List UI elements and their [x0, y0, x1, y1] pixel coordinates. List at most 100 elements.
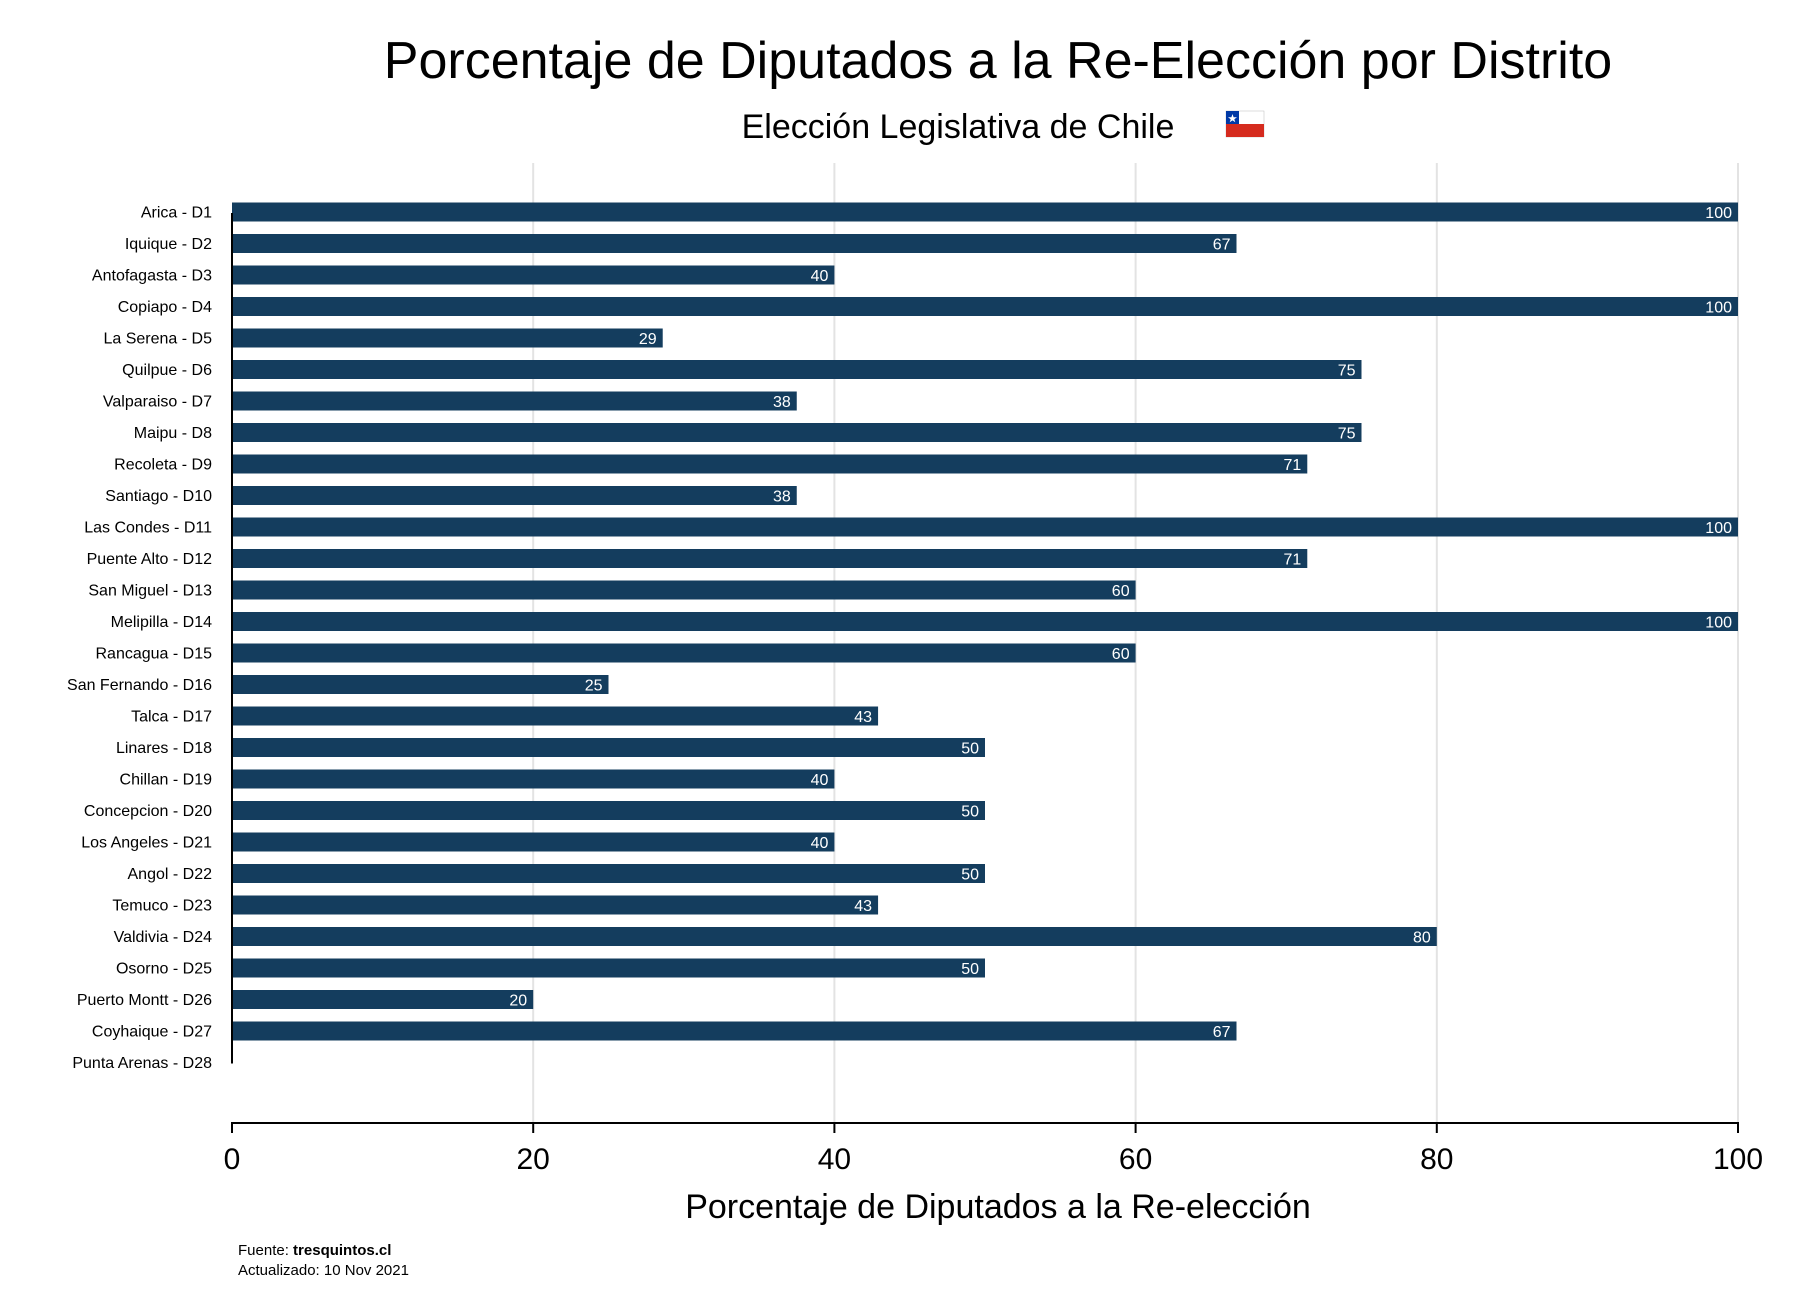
bar: [232, 391, 797, 411]
bar: [232, 738, 985, 757]
bar: [232, 864, 985, 883]
value-label: 71: [1283, 552, 1301, 569]
value-label: 20: [509, 993, 527, 1010]
category-label: Concepcion - D20: [84, 803, 212, 820]
value-label: 50: [961, 961, 979, 978]
value-label: 75: [1338, 363, 1356, 380]
value-label: 40: [811, 835, 829, 852]
category-label: Linares - D18: [116, 740, 212, 757]
value-label: 100: [1705, 615, 1732, 632]
bar: [232, 675, 609, 694]
value-label: 25: [585, 678, 603, 695]
value-label: 60: [1112, 646, 1130, 663]
source-note: Fuente: tresquintos.cl: [238, 1242, 391, 1259]
value-label: 75: [1338, 426, 1356, 443]
source-name: tresquintos.cl: [293, 1242, 391, 1259]
x-tick-label: 60: [1119, 1143, 1152, 1176]
bar: [232, 990, 534, 1009]
bar: [232, 265, 835, 285]
updated-note: Actualizado: 10 Nov 2021: [238, 1262, 409, 1279]
bar: [232, 454, 1308, 474]
category-label: Arica - D1: [141, 205, 212, 222]
value-label: 38: [773, 489, 791, 506]
x-tick-label: 40: [818, 1143, 851, 1176]
value-label: 29: [639, 331, 657, 348]
bar: [232, 297, 1738, 316]
chart-subtitle: Elección Legislativa de Chile: [742, 108, 1175, 146]
category-labels: Arica - D1 Iquique - D2 Antofagasta - D3 Co…: [67, 205, 212, 1073]
chile-flag-icon: [1225, 110, 1265, 138]
category-label: Puente Alto - D12: [87, 551, 213, 568]
bar: [232, 486, 797, 505]
bar: [232, 580, 1136, 600]
bar: [232, 895, 879, 915]
bars: 100 67 40 100 29 75 38 75 71 38 100 71 60 100 60 25 43 50…: [232, 202, 1738, 1041]
category-label: Recoleta - D9: [114, 457, 212, 474]
value-label: 50: [961, 741, 979, 758]
category-label: Punta Arenas - D28: [72, 1055, 212, 1072]
value-label: 40: [811, 268, 829, 285]
category-label: Osorno - D25: [116, 961, 212, 978]
category-label: Melipilla - D14: [111, 614, 212, 631]
value-label: 67: [1213, 237, 1231, 254]
category-label: Valparaiso - D7: [103, 394, 212, 411]
x-axis-title: Porcentaje de Diputados a la Re-elección: [685, 1188, 1311, 1226]
x-tick-label: 100: [1713, 1143, 1763, 1176]
value-label: 38: [773, 394, 791, 411]
bar: [232, 801, 985, 820]
category-label: La Serena - D5: [103, 331, 212, 348]
x-axis: 0 20 40 60 80 100: [224, 213, 1763, 1176]
x-tick-label: 20: [517, 1143, 550, 1176]
bar: [232, 549, 1308, 568]
category-label: Santiago - D10: [105, 488, 212, 505]
value-label: 67: [1213, 1024, 1231, 1041]
bar: [232, 423, 1362, 442]
value-label: 80: [1413, 930, 1431, 947]
category-label: Temuco - D23: [112, 898, 212, 915]
category-label: Chillan - D19: [120, 772, 213, 789]
bar: [232, 1021, 1237, 1041]
bar: [232, 958, 985, 978]
value-label: 100: [1705, 520, 1732, 537]
chart-title: Porcentaje de Diputados a la Re-Elección…: [384, 32, 1612, 90]
bar: [232, 612, 1738, 631]
category-label: Los Angeles - D21: [81, 835, 212, 852]
category-label: Angol - D22: [128, 866, 213, 883]
category-label: San Fernando - D16: [67, 677, 212, 694]
bar: [232, 328, 663, 348]
category-label: Valdivia - D24: [114, 929, 213, 946]
category-label: Coyhaique - D27: [92, 1024, 212, 1041]
value-label: 50: [961, 867, 979, 884]
category-label: Iquique - D2: [125, 236, 212, 253]
value-label: 40: [811, 772, 829, 789]
bar: [232, 706, 879, 726]
value-label: 43: [854, 898, 872, 915]
value-label: 100: [1705, 300, 1732, 317]
category-label: Antofagasta - D3: [92, 268, 212, 285]
category-label: Talca - D17: [131, 709, 212, 726]
bar: [232, 643, 1136, 663]
value-label: 50: [961, 804, 979, 821]
category-label: Quilpue - D6: [122, 362, 212, 379]
x-tick-label: 0: [224, 1143, 241, 1176]
bar: [232, 202, 1738, 222]
x-tick-label: 80: [1420, 1143, 1453, 1176]
value-label: 71: [1283, 457, 1301, 474]
category-label: Las Condes - D11: [84, 520, 212, 537]
category-label: Maipu - D8: [134, 425, 212, 442]
bar: [232, 832, 835, 852]
category-label: Puerto Montt - D26: [77, 992, 212, 1009]
bar: [232, 769, 835, 789]
bar: [232, 517, 1738, 537]
category-label: San Miguel - D13: [88, 583, 212, 600]
bar: [232, 360, 1362, 379]
category-label: Copiapo - D4: [118, 299, 212, 316]
value-label: 100: [1705, 205, 1732, 222]
value-label: 60: [1112, 583, 1130, 600]
value-label: 43: [854, 709, 872, 726]
category-label: Rancagua - D15: [95, 646, 212, 663]
source-prefix: Fuente:: [238, 1242, 293, 1259]
bar: [232, 927, 1437, 946]
bar: [232, 234, 1237, 253]
